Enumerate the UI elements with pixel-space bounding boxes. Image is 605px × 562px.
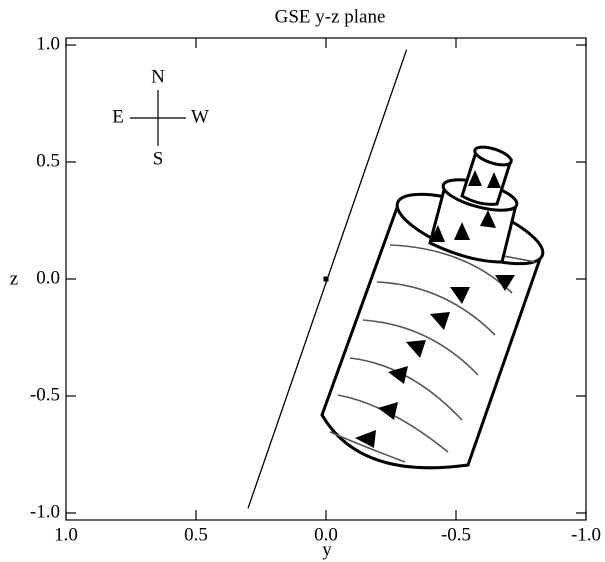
y-tick-label: -1.0	[30, 501, 60, 522]
arrow-head	[430, 225, 445, 242]
point	[323, 276, 329, 282]
y-axis-label: z	[10, 268, 18, 289]
arrow-head	[406, 340, 426, 358]
arrow-head	[454, 222, 470, 240]
rope-small-top	[473, 145, 513, 167]
x-tick-label: 1.0	[54, 524, 78, 545]
flow-line	[349, 357, 463, 421]
flow-line	[362, 319, 479, 376]
flux-rope	[320, 145, 545, 470]
compass-label: N	[151, 66, 165, 87]
arrow-head	[355, 430, 376, 448]
arrow-head	[468, 170, 482, 186]
y-tick-label: -0.5	[30, 384, 60, 405]
y-tick-label: 0.0	[36, 267, 60, 288]
arrow-head	[450, 287, 470, 304]
flow-line	[329, 431, 406, 463]
compass-label: S	[153, 148, 164, 169]
compass-label: E	[112, 106, 124, 127]
compass-label: W	[191, 106, 209, 127]
arrow-head	[487, 172, 501, 188]
chart-title: GSE y-z plane	[275, 6, 386, 27]
x-tick-label: 0.0	[314, 524, 338, 545]
x-tick-label: 0.5	[184, 524, 208, 545]
arrow-head	[480, 210, 496, 228]
x-tick-label: -0.5	[441, 524, 471, 545]
arrow-head	[495, 275, 515, 291]
compass: N S E W	[112, 66, 209, 169]
y-tick-label: 1.0	[36, 33, 60, 54]
rope-body	[320, 203, 544, 470]
x-tick-label: -1.0	[571, 524, 601, 545]
y-tick-label: 0.5	[36, 150, 60, 171]
x-axis-label: y	[322, 539, 332, 560]
arrow-head	[388, 366, 408, 384]
flow-line	[376, 281, 496, 336]
arrow-head	[430, 312, 450, 330]
arrow-head	[378, 402, 398, 420]
